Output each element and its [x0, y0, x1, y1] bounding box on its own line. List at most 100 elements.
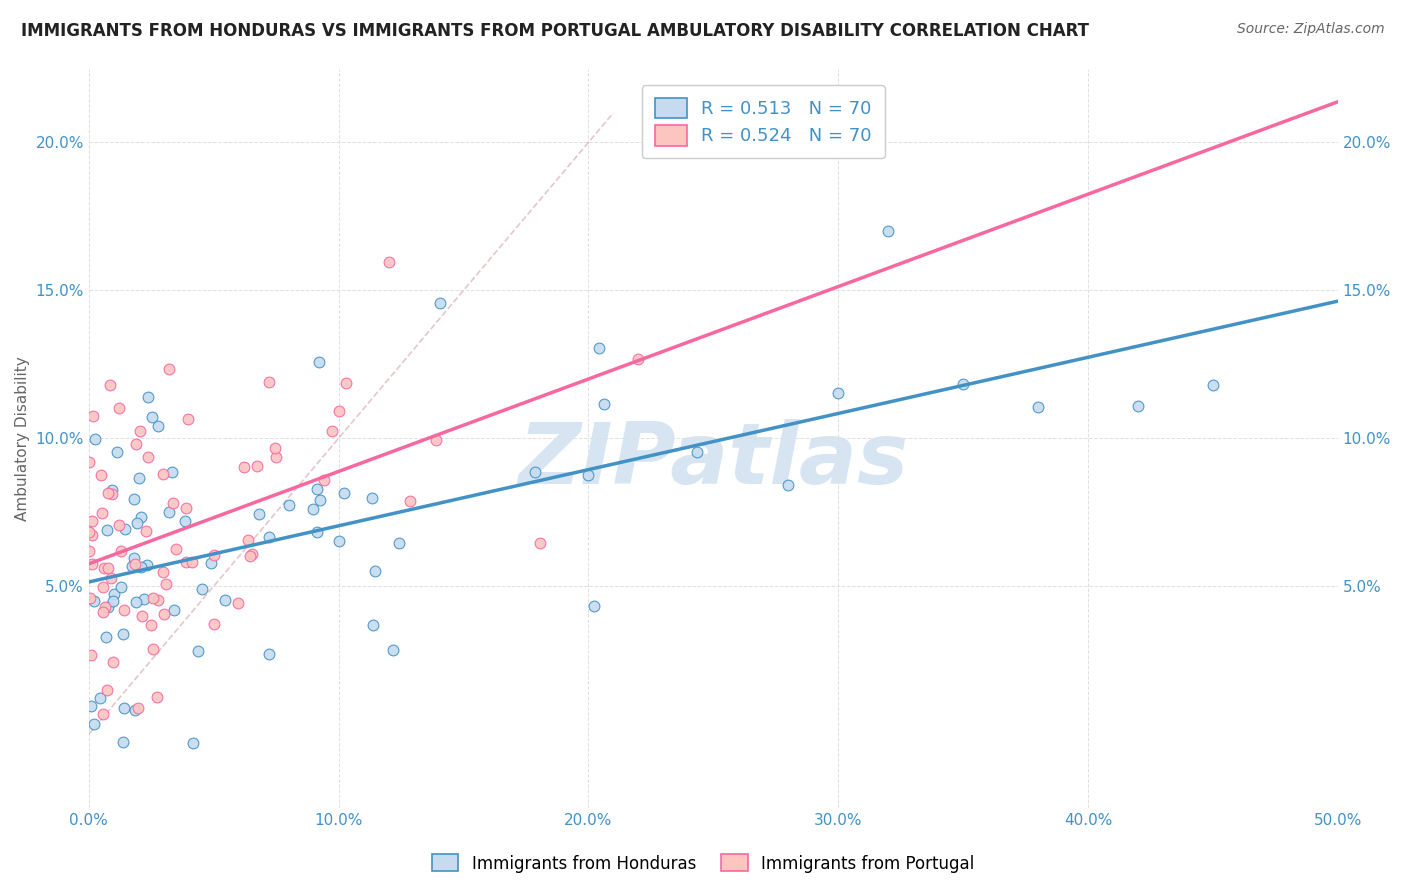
Point — [312, 473, 335, 487]
Point — [627, 352, 650, 367]
Point — [233, 459, 256, 474]
Point — [129, 424, 152, 438]
Point — [524, 465, 547, 479]
Point — [148, 593, 170, 607]
Point — [529, 536, 551, 550]
Point — [593, 397, 616, 411]
Point — [152, 467, 174, 482]
Point — [91, 506, 114, 520]
Point — [146, 418, 169, 433]
Point — [160, 465, 183, 479]
Point — [112, 701, 135, 715]
Point — [105, 445, 128, 459]
Point — [131, 609, 153, 624]
Point — [155, 576, 177, 591]
Point — [361, 618, 384, 632]
Point — [583, 599, 606, 614]
Point — [242, 547, 264, 561]
Point — [82, 557, 104, 571]
Point — [77, 544, 100, 558]
Point — [321, 424, 343, 438]
Point — [309, 493, 332, 508]
Point — [333, 485, 356, 500]
Point — [257, 647, 280, 661]
Point — [91, 706, 114, 721]
Point — [364, 564, 387, 578]
Point — [100, 571, 122, 585]
Point — [308, 355, 330, 369]
Point — [425, 434, 447, 448]
Point — [97, 485, 120, 500]
Point — [94, 599, 117, 614]
Point — [101, 594, 124, 608]
Point — [239, 549, 262, 564]
Point — [778, 478, 800, 492]
Point — [146, 690, 169, 704]
Point — [110, 580, 132, 594]
Point — [93, 561, 115, 575]
Point — [163, 603, 186, 617]
Point — [79, 591, 101, 606]
Point — [124, 703, 146, 717]
Point — [90, 467, 112, 482]
Legend: R = 0.513   N = 70, R = 0.524   N = 70: R = 0.513 N = 70, R = 0.524 N = 70 — [643, 85, 884, 158]
Point — [83, 432, 105, 446]
Legend: Immigrants from Honduras, Immigrants from Portugal: Immigrants from Honduras, Immigrants fro… — [425, 847, 981, 880]
Point — [128, 471, 150, 485]
Point — [226, 596, 249, 610]
Point — [157, 362, 180, 376]
Point — [127, 516, 149, 531]
Point — [91, 606, 114, 620]
Point — [200, 556, 222, 570]
Point — [135, 524, 157, 538]
Point — [110, 544, 132, 558]
Point — [307, 524, 329, 539]
Text: IMMIGRANTS FROM HONDURAS VS IMMIGRANTS FROM PORTUGAL AMBULATORY DISABILITY CORRE: IMMIGRANTS FROM HONDURAS VS IMMIGRANTS F… — [21, 22, 1090, 40]
Point — [388, 536, 411, 550]
Point — [93, 580, 115, 594]
Point — [174, 501, 197, 516]
Point — [174, 515, 197, 529]
Point — [101, 487, 124, 501]
Point — [174, 555, 197, 569]
Point — [399, 494, 422, 508]
Point — [101, 655, 124, 669]
Point — [122, 491, 145, 506]
Point — [129, 510, 152, 524]
Point — [278, 498, 301, 512]
Point — [124, 558, 146, 572]
Point — [588, 342, 610, 356]
Point — [111, 735, 134, 749]
Point — [96, 523, 118, 537]
Point — [125, 595, 148, 609]
Point — [127, 701, 149, 715]
Point — [685, 445, 707, 459]
Point — [79, 699, 101, 714]
Point — [177, 412, 200, 426]
Point — [77, 455, 100, 469]
Point — [361, 491, 384, 505]
Point — [153, 607, 176, 621]
Point — [121, 559, 143, 574]
Point — [157, 505, 180, 519]
Point — [382, 643, 405, 657]
Point — [187, 644, 209, 658]
Point — [429, 295, 451, 310]
Point — [82, 409, 104, 424]
Point — [264, 450, 287, 465]
Point — [1202, 378, 1225, 392]
Point — [165, 541, 187, 556]
Point — [122, 551, 145, 566]
Point — [94, 630, 117, 644]
Point — [83, 717, 105, 731]
Point — [129, 559, 152, 574]
Point — [827, 386, 849, 401]
Point — [152, 565, 174, 579]
Point — [96, 682, 118, 697]
Point — [305, 482, 328, 496]
Point — [97, 561, 120, 575]
Point — [77, 525, 100, 540]
Point — [257, 375, 280, 389]
Point — [134, 592, 156, 607]
Y-axis label: Ambulatory Disability: Ambulatory Disability — [15, 356, 30, 521]
